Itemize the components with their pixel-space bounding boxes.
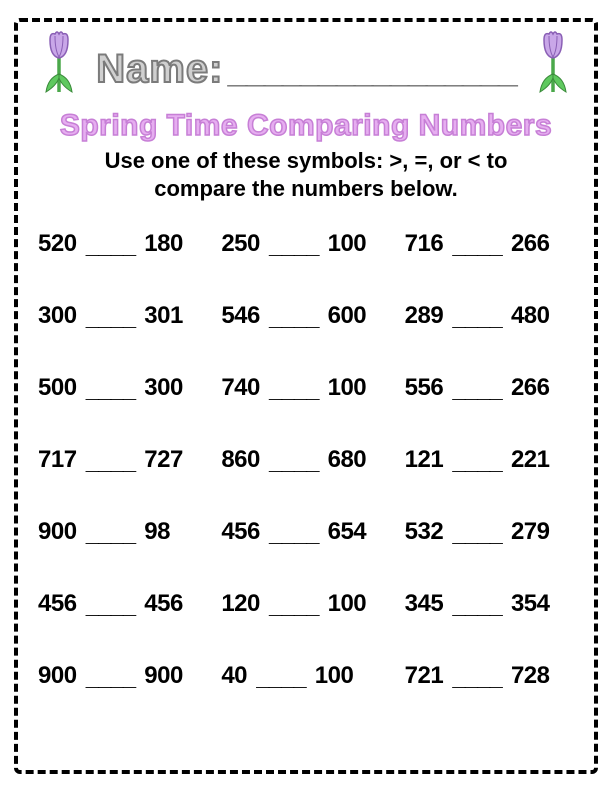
problem-left: 556 <box>405 374 444 401</box>
problem-left: 456 <box>221 518 260 545</box>
problem-left: 900 <box>38 662 77 689</box>
name-block: Name: ________________ <box>88 47 524 92</box>
problem-right: 98 <box>144 518 170 545</box>
problem-right: 100 <box>328 230 367 257</box>
problem-left: 721 <box>405 662 444 689</box>
problem-right: 266 <box>511 374 550 401</box>
problem-left: 520 <box>38 230 77 257</box>
name-label: Name: <box>96 47 223 92</box>
problem-left: 121 <box>405 446 444 473</box>
answer-blank[interactable]: ____ <box>269 376 318 404</box>
problem-right: 266 <box>511 230 550 257</box>
problem-right: 100 <box>315 662 354 689</box>
problem-left: 289 <box>405 302 444 329</box>
problem-right: 221 <box>511 446 550 473</box>
problem-cell: 532 ____ 279 <box>405 518 574 546</box>
problem-cell: 345 ____ 354 <box>405 590 574 618</box>
problem-left: 740 <box>221 374 260 401</box>
problem-right: 680 <box>328 446 367 473</box>
answer-blank[interactable]: ____ <box>86 304 135 332</box>
problem-cell: 456 ____ 654 <box>221 518 390 546</box>
answer-blank[interactable]: ____ <box>269 520 318 548</box>
problem-right: 100 <box>328 590 367 617</box>
problem-cell: 40 ____ 100 <box>221 662 390 690</box>
problem-right: 654 <box>328 518 367 545</box>
worksheet-frame: Name: ________________ Spring Time Compa… <box>14 18 598 774</box>
problem-right: 100 <box>328 374 367 401</box>
answer-blank[interactable]: ____ <box>452 448 501 476</box>
problem-right: 600 <box>328 302 367 329</box>
answer-blank[interactable]: ____ <box>269 232 318 260</box>
answer-blank[interactable]: ____ <box>86 232 135 260</box>
answer-blank[interactable]: ____ <box>86 592 135 620</box>
problem-cell: 860 ____ 680 <box>221 446 390 474</box>
problem-left: 300 <box>38 302 77 329</box>
problem-left: 716 <box>405 230 444 257</box>
problem-right: 279 <box>511 518 550 545</box>
problem-right: 727 <box>144 446 183 473</box>
problem-left: 40 <box>221 662 247 689</box>
problem-cell: 716 ____ 266 <box>405 230 574 258</box>
answer-blank[interactable]: ____ <box>86 376 135 404</box>
problem-cell: 740 ____ 100 <box>221 374 390 402</box>
problem-right: 301 <box>144 302 183 329</box>
problem-right: 480 <box>511 302 550 329</box>
problem-cell: 900 ____ 900 <box>38 662 207 690</box>
problem-cell: 121 ____ 221 <box>405 446 574 474</box>
problem-right: 900 <box>144 662 183 689</box>
problem-left: 860 <box>221 446 260 473</box>
answer-blank[interactable]: ____ <box>269 592 318 620</box>
problem-left: 532 <box>405 518 444 545</box>
problem-left: 500 <box>38 374 77 401</box>
problem-left: 120 <box>221 590 260 617</box>
answer-blank[interactable]: ____ <box>256 664 305 692</box>
problem-cell: 556 ____ 266 <box>405 374 574 402</box>
answer-blank[interactable]: ____ <box>86 448 135 476</box>
problem-left: 345 <box>405 590 444 617</box>
answer-blank[interactable]: ____ <box>452 376 501 404</box>
instructions-text: Use one of these symbols: >, =, or < to … <box>36 147 576 202</box>
answer-blank[interactable]: ____ <box>269 448 318 476</box>
problem-right: 180 <box>144 230 183 257</box>
problem-cell: 300 ____ 301 <box>38 302 207 330</box>
problems-grid: 520 ____ 180 250 ____ 100 716 ____ 266 300 … <box>36 230 576 690</box>
problem-cell: 250 ____ 100 <box>221 230 390 258</box>
problem-cell: 721 ____ 728 <box>405 662 574 690</box>
problem-left: 900 <box>38 518 77 545</box>
answer-blank[interactable]: ____ <box>269 304 318 332</box>
problem-right: 300 <box>144 374 183 401</box>
problem-left: 250 <box>221 230 260 257</box>
problem-left: 717 <box>38 446 77 473</box>
problem-cell: 120 ____ 100 <box>221 590 390 618</box>
problem-cell: 546 ____ 600 <box>221 302 390 330</box>
problem-cell: 289 ____ 480 <box>405 302 574 330</box>
worksheet-title: Spring Time Comparing Numbers <box>36 109 576 143</box>
problem-cell: 500 ____ 300 <box>38 374 207 402</box>
problem-right: 728 <box>511 662 550 689</box>
problem-cell: 900 ____ 98 <box>38 518 207 546</box>
answer-blank[interactable]: ____ <box>86 664 135 692</box>
answer-blank[interactable]: ____ <box>86 520 135 548</box>
problem-cell: 717 ____ 727 <box>38 446 207 474</box>
problem-right: 456 <box>144 590 183 617</box>
problem-left: 456 <box>38 590 77 617</box>
tulip-icon <box>530 30 576 103</box>
problem-cell: 520 ____ 180 <box>38 230 207 258</box>
answer-blank[interactable]: ____ <box>452 520 501 548</box>
name-write-line[interactable]: ________________ <box>227 49 515 91</box>
problem-cell: 456 ____ 456 <box>38 590 207 618</box>
problem-left: 546 <box>221 302 260 329</box>
tulip-icon <box>36 30 82 103</box>
header-row: Name: ________________ <box>36 30 576 103</box>
answer-blank[interactable]: ____ <box>452 664 501 692</box>
problem-right: 354 <box>511 590 550 617</box>
answer-blank[interactable]: ____ <box>452 232 501 260</box>
answer-blank[interactable]: ____ <box>452 592 501 620</box>
answer-blank[interactable]: ____ <box>452 304 501 332</box>
